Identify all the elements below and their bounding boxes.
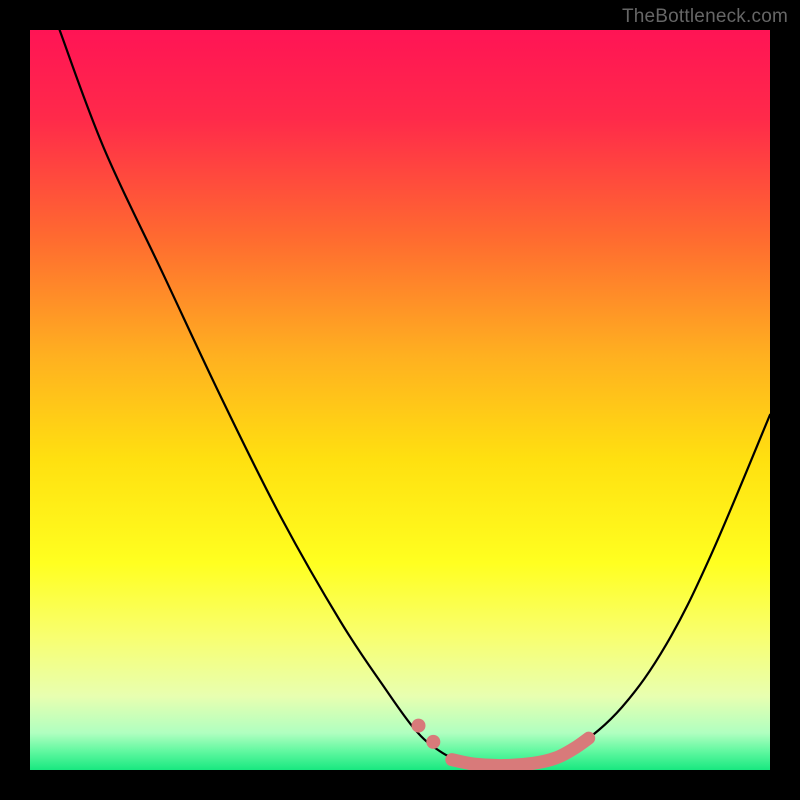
bottleneck-chart	[30, 30, 770, 770]
plot-area	[30, 30, 770, 770]
gradient-background	[30, 30, 770, 770]
highlight-dot	[412, 719, 426, 733]
highlight-dot	[426, 735, 440, 749]
watermark-text: TheBottleneck.com	[622, 6, 788, 28]
